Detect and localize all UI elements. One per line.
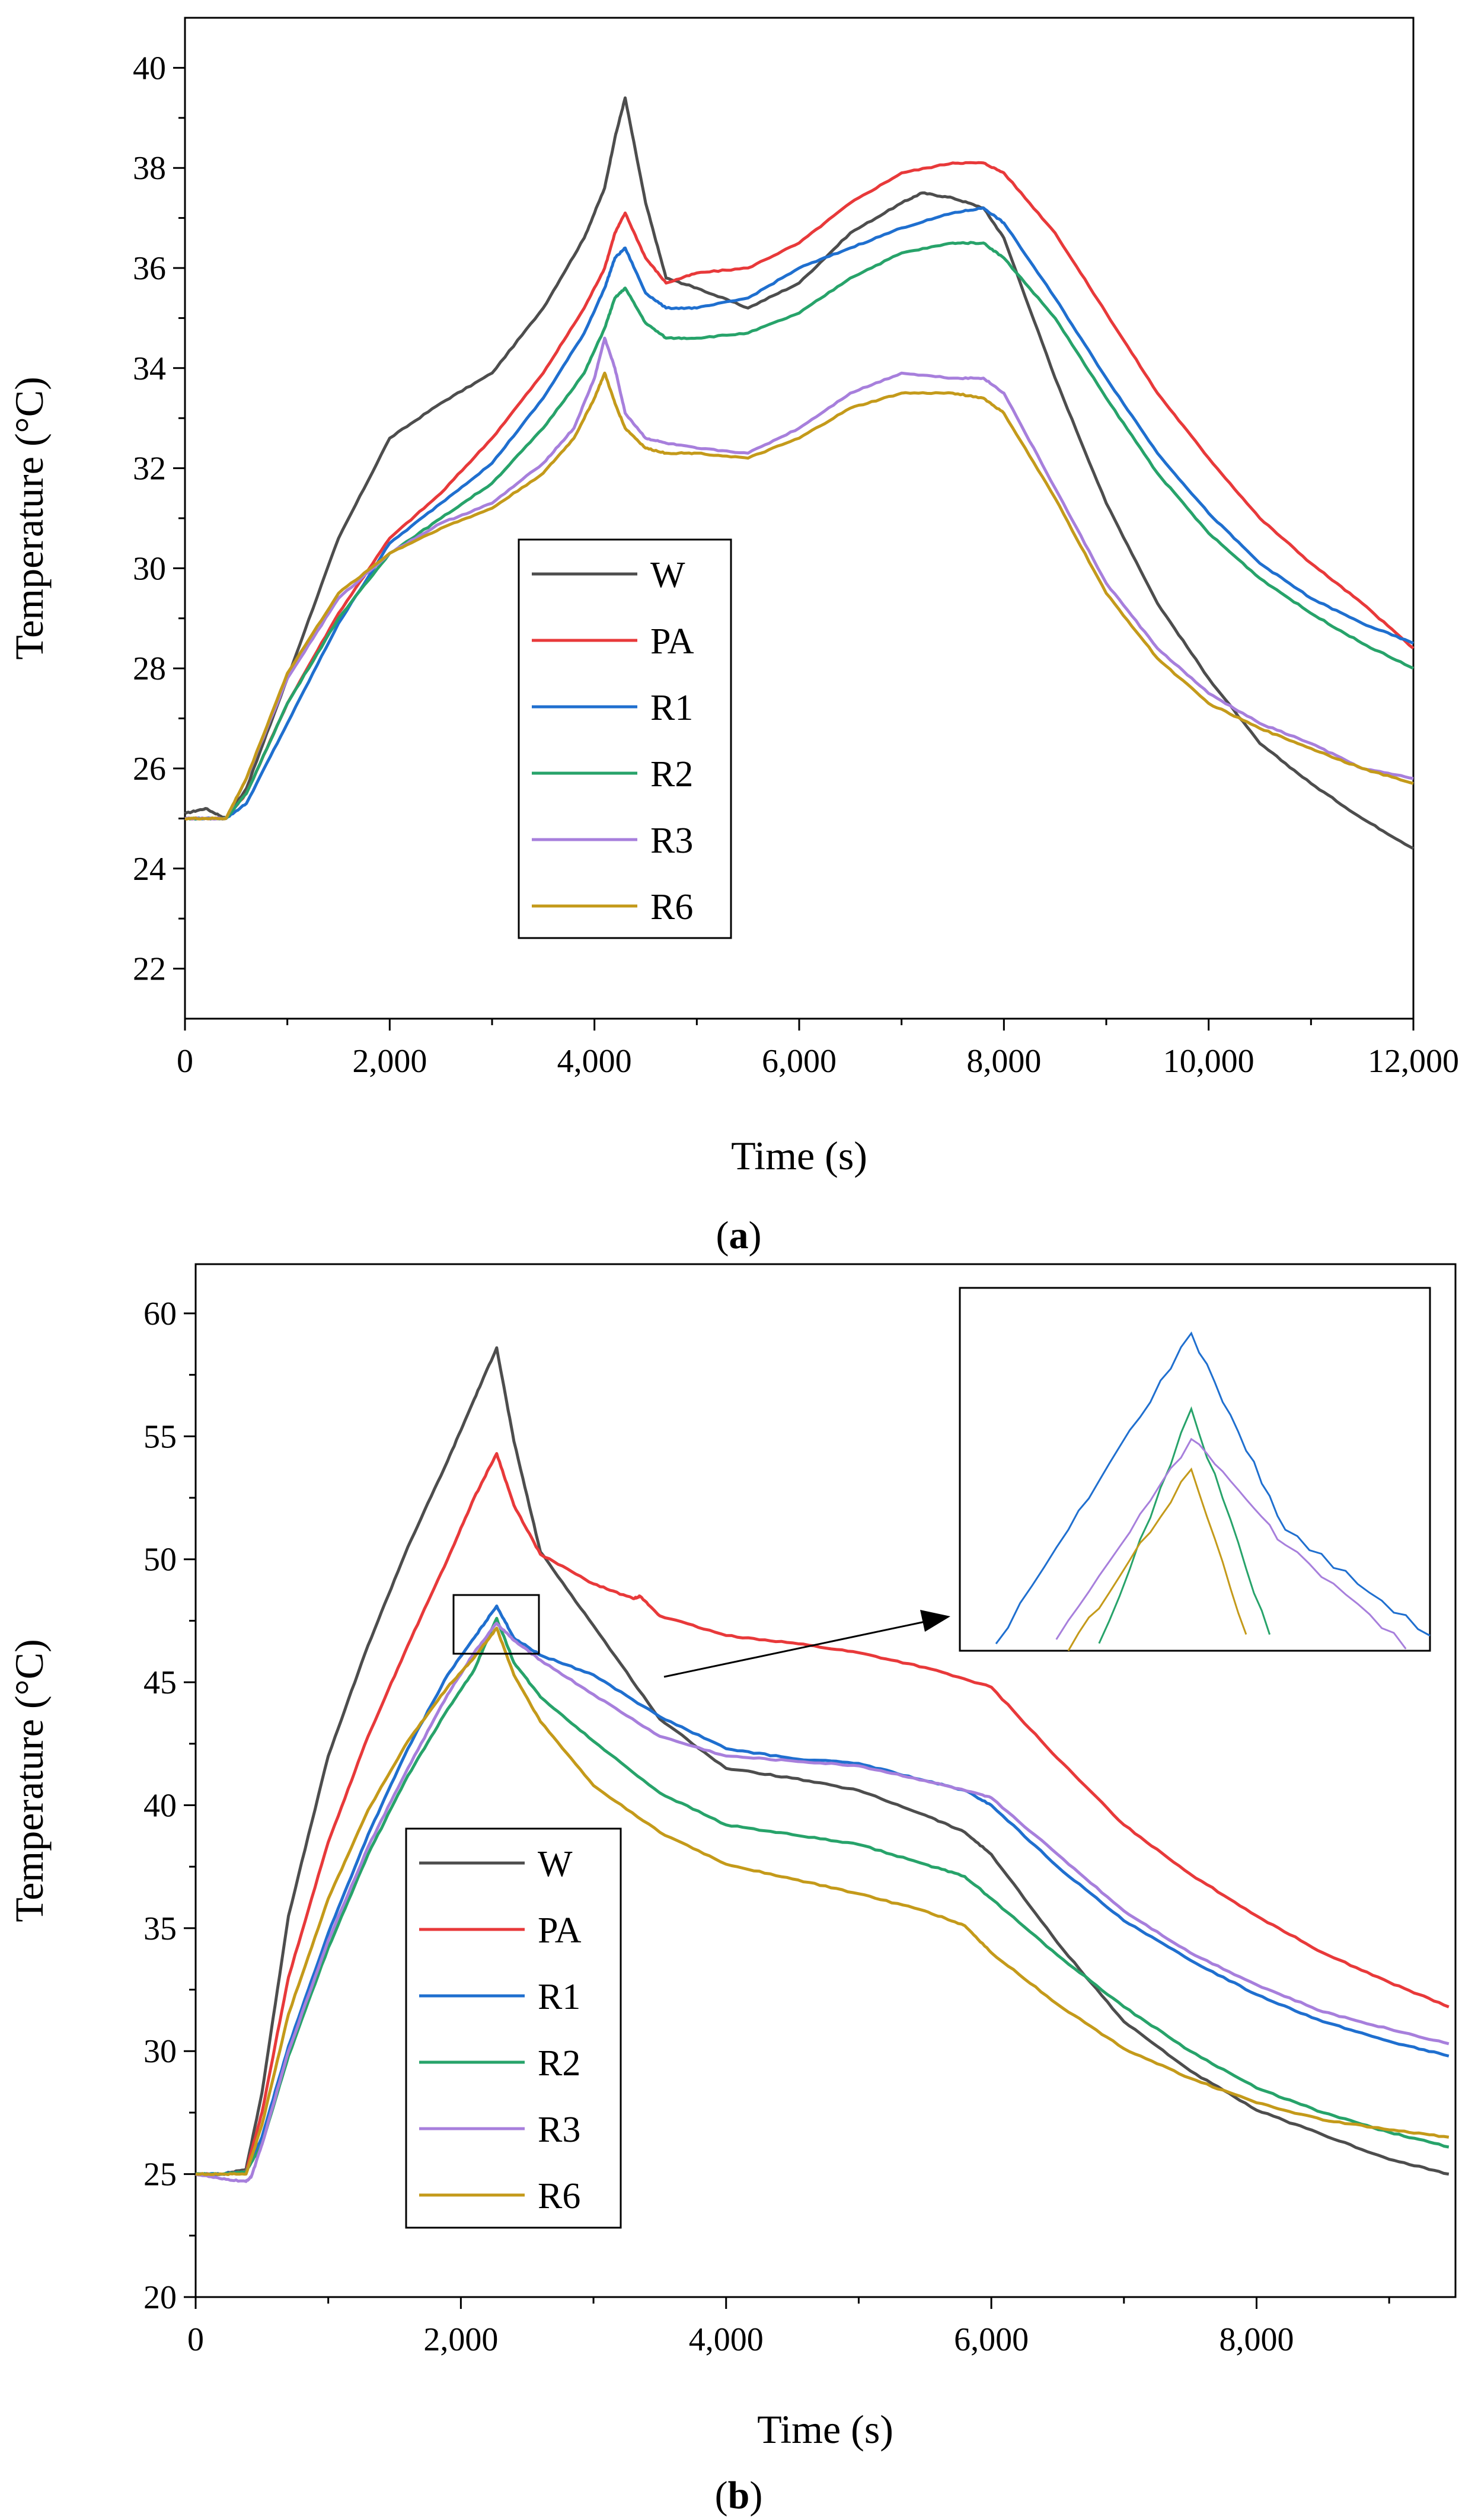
x-tick-label: 12,000 xyxy=(1368,1043,1459,1080)
series-line-r3 xyxy=(195,1622,1450,2183)
series-line-pa xyxy=(184,161,1415,821)
legend-label-w: W xyxy=(650,555,685,595)
y-tick-label: 60 xyxy=(143,1296,177,1332)
x-tick-label: 0 xyxy=(177,1043,193,1080)
x-tick-label: 6,000 xyxy=(954,2321,1029,2358)
inset-frame xyxy=(959,1287,1431,1652)
legend-label-r2: R2 xyxy=(650,754,693,795)
legend-label-r2: R2 xyxy=(538,2043,580,2084)
inset-zoom-panel xyxy=(959,1287,1431,1652)
inset-series-lines xyxy=(995,1331,1431,1651)
inset-line-r2 xyxy=(1098,1406,1271,1644)
legend-box-a xyxy=(518,538,732,939)
axis-ticks-b: 0 2,000 4,000 6,000 8,000 20 25 30 35 40 45 50 55 60 xyxy=(143,1296,1390,2358)
zoom-arrow xyxy=(663,1621,925,1678)
series-line-w xyxy=(195,1346,1450,2176)
legend-label-pa: PA xyxy=(650,621,694,662)
legend-label-r3: R3 xyxy=(650,821,693,861)
legend-a: W PA R1 R2 R3 R6 xyxy=(518,538,732,939)
series-lines-a xyxy=(184,96,1415,850)
y-tick-label: 20 xyxy=(143,2279,177,2316)
chart-panel-b: 0 2,000 4,000 6,000 8,000202530354045505560 … xyxy=(7,1263,1457,2517)
plot-frame-a xyxy=(184,17,1415,1020)
inset-line-r3 xyxy=(1055,1437,1407,1650)
legend-label-r1: R1 xyxy=(538,1977,580,2017)
series-line-r1 xyxy=(184,206,1415,821)
y-tick-label: 30 xyxy=(133,550,166,587)
series-line-pa xyxy=(195,1452,1450,2176)
inset-line-r6 xyxy=(1067,1467,1247,1651)
y-tick-label: 40 xyxy=(133,50,166,87)
x-tick-label: 4,000 xyxy=(557,1043,632,1080)
x-tick-label: 6,000 xyxy=(762,1043,837,1080)
y-tick-label: 26 xyxy=(133,751,166,787)
x-tick-label: 10,000 xyxy=(1163,1043,1254,1080)
x-axis-title-a: Time (s) xyxy=(731,1133,867,1178)
x-axis-title-b: Time (s) xyxy=(757,2407,893,2452)
y-axis-title-b: Temperature (°C) xyxy=(7,1639,52,1922)
series-line-r1 xyxy=(195,1604,1450,2177)
legend-label-r6: R6 xyxy=(650,887,693,927)
series-line-r2 xyxy=(195,1616,1450,2176)
x-tick-label: 8,000 xyxy=(1219,2321,1294,2358)
x-tick-label: 2,000 xyxy=(352,1043,427,1080)
legend-box-b xyxy=(405,1827,622,2229)
legend-label-r1: R1 xyxy=(650,688,693,728)
y-tick-label: 22 xyxy=(133,951,166,988)
y-tick-label: 24 xyxy=(133,851,166,888)
y-tick-label: 55 xyxy=(143,1418,177,1455)
zoom-arrow-head xyxy=(920,1610,950,1632)
legend-label-r6: R6 xyxy=(538,2176,580,2216)
x-tick-label: 2,000 xyxy=(423,2321,498,2358)
legend-label-w: W xyxy=(538,1844,573,1884)
x-tick-label: 8,000 xyxy=(966,1043,1041,1080)
legend-b: W PA R1 R2 R3 R6 xyxy=(405,1827,622,2229)
series-line-r2 xyxy=(184,241,1415,821)
y-tick-label: 32 xyxy=(133,451,166,487)
zoom-region-box xyxy=(452,1594,540,1655)
y-tick-label: 25 xyxy=(143,2157,177,2193)
plot-frame-b xyxy=(194,1263,1457,2298)
legend-label-r3: R3 xyxy=(538,2110,580,2150)
series-line-r6 xyxy=(184,371,1414,821)
x-tick-label: 4,000 xyxy=(689,2321,764,2358)
y-tick-label: 34 xyxy=(133,350,166,387)
y-tick-label: 30 xyxy=(143,2033,177,2070)
series-line-r6 xyxy=(195,1626,1450,2176)
y-tick-label: 35 xyxy=(143,1910,177,1947)
x-tick-label: 0 xyxy=(187,2321,204,2358)
y-tick-label: 28 xyxy=(133,650,166,687)
y-tick-label: 50 xyxy=(143,1542,177,1578)
y-tick-label: 40 xyxy=(143,1787,177,1824)
series-line-w xyxy=(184,96,1415,850)
legend-label-pa: PA xyxy=(538,1910,582,1951)
y-tick-label: 36 xyxy=(133,250,166,287)
series-line-r3 xyxy=(184,336,1414,821)
y-axis-title-a: Temperature (°C) xyxy=(7,377,52,659)
panel-label-b: (b) xyxy=(715,2474,763,2517)
y-tick-label: 38 xyxy=(133,150,166,187)
series-lines-b xyxy=(195,1346,1450,2183)
panel-label-a: (a) xyxy=(716,1214,762,1257)
y-tick-label: 45 xyxy=(143,1664,177,1701)
axis-ticks-a: 0 2,000 4,000 6,000 8,000 10,000 12,000 22 24 26 2… xyxy=(133,50,1459,1080)
inset-line-r1 xyxy=(995,1331,1431,1645)
chart-panel-a: 0 2,000 4,000 6,000 8,000 10,000 12,000 22 24 26 2… xyxy=(7,17,1459,1257)
